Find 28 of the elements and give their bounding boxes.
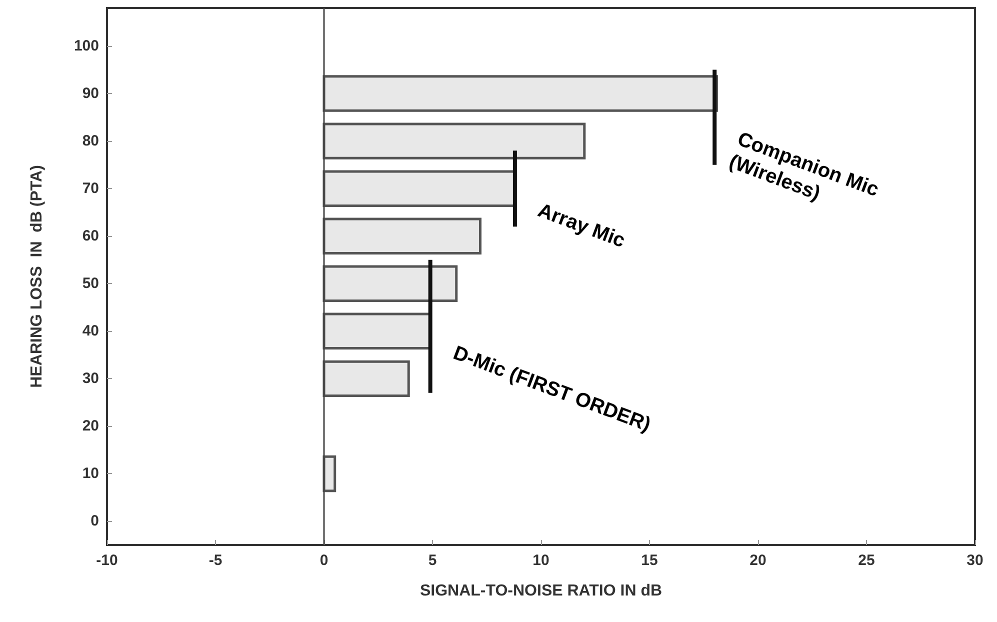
- x-tick-label: 30: [966, 552, 984, 569]
- y-tick-label: 30: [82, 370, 99, 388]
- y-tick-label: 80: [82, 132, 99, 150]
- y-tick-label: 70: [82, 180, 99, 198]
- bar: [322, 265, 458, 302]
- x-tick-label: 25: [858, 552, 875, 569]
- x-tick-label: 0: [320, 552, 328, 569]
- bar: [322, 75, 718, 112]
- y-tick-label: 50: [82, 275, 99, 292]
- y-tick-label: 20: [82, 418, 99, 435]
- y-tick-label: 90: [82, 85, 99, 102]
- y-axis-title: HEARING LOSS IN dB (PTA): [28, 165, 46, 388]
- y-tick-label: 0: [90, 512, 99, 530]
- x-tick-label: 10: [532, 552, 550, 569]
- x-tick-label: -5: [208, 552, 222, 569]
- x-tick-label: 5: [428, 552, 437, 569]
- x-tick-label: 15: [641, 552, 658, 569]
- bar: [322, 218, 482, 254]
- annotation: Array Mic: [534, 200, 628, 252]
- y-tick-label: 100: [74, 38, 99, 55]
- bar: [322, 360, 410, 398]
- y-tick-label: 60: [82, 228, 99, 245]
- bar: [322, 122, 586, 160]
- y-tick-label: 10: [82, 465, 99, 482]
- x-axis-title: SIGNAL-TO-NOISE RATIO IN dB: [420, 582, 662, 600]
- y-tick-label: 40: [82, 322, 99, 340]
- x-tick-label: 20: [750, 552, 766, 569]
- x-tick-label: -10: [96, 552, 118, 569]
